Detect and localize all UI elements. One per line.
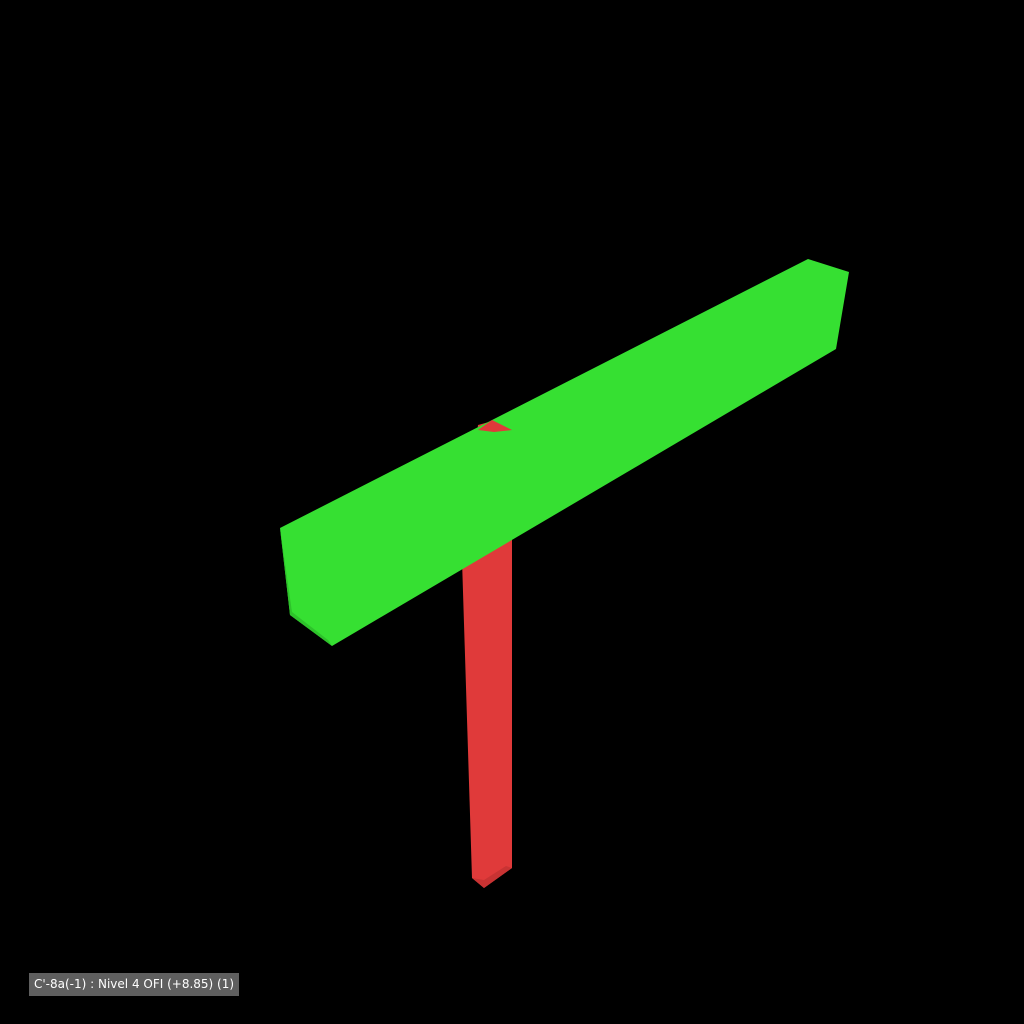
element-info-label: C'-8a(-1) : Nivel 4 OFI (+8.85) (1) xyxy=(29,973,240,996)
beam-top-face[interactable] xyxy=(280,259,849,646)
beam-end-face xyxy=(280,528,332,646)
column-bottom-face xyxy=(472,866,512,888)
beam-element[interactable] xyxy=(280,259,849,646)
column-top-tip xyxy=(478,420,512,432)
